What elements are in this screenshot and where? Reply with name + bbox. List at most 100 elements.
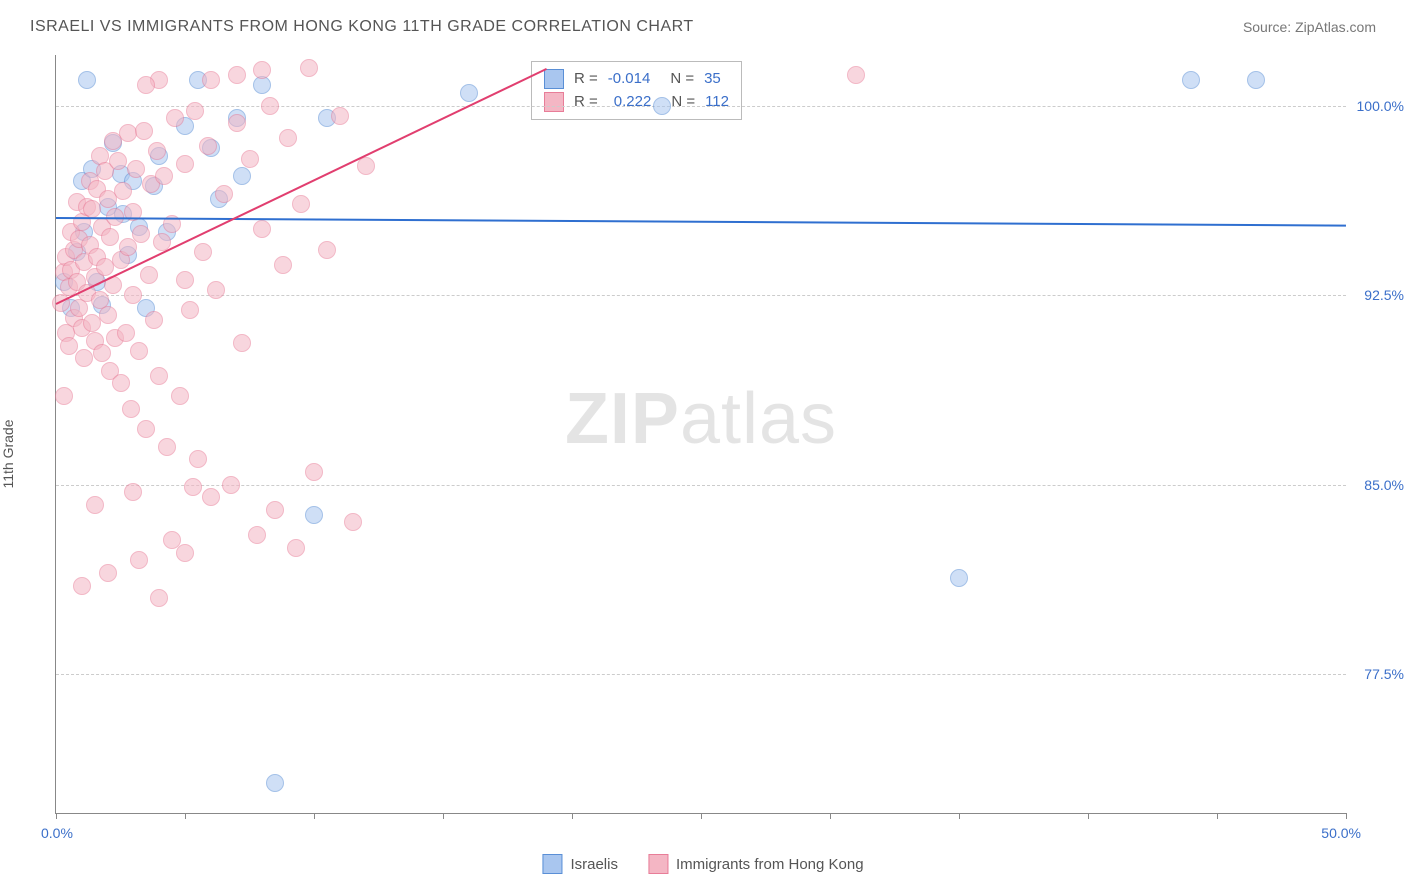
legend-swatch-pink [648, 854, 668, 874]
scatter-point-hongkong [292, 195, 310, 213]
legend-item-israelis: Israelis [542, 854, 618, 874]
scatter-point-israelis [950, 569, 968, 587]
stat-row-israelis: R = -0.014 N = 35 [544, 68, 729, 91]
y-tick-label: 92.5% [1364, 287, 1404, 303]
scatter-point-israelis [653, 97, 671, 115]
scatter-point-hongkong [101, 228, 119, 246]
scatter-point-hongkong [331, 107, 349, 125]
scatter-point-hongkong [158, 438, 176, 456]
gridline [56, 674, 1346, 675]
scatter-point-israelis [233, 167, 251, 185]
legend-label: Immigrants from Hong Kong [676, 856, 864, 873]
scatter-point-hongkong [137, 420, 155, 438]
x-tick [443, 813, 444, 819]
scatter-point-hongkong [109, 152, 127, 170]
scatter-point-hongkong [127, 160, 145, 178]
scatter-point-hongkong [155, 167, 173, 185]
scatter-point-hongkong [181, 301, 199, 319]
scatter-point-israelis [78, 71, 96, 89]
x-tick [1088, 813, 1089, 819]
scatter-point-hongkong [287, 539, 305, 557]
scatter-point-hongkong [145, 311, 163, 329]
scatter-point-hongkong [112, 374, 130, 392]
scatter-point-hongkong [124, 286, 142, 304]
scatter-point-hongkong [99, 564, 117, 582]
scatter-point-hongkong [122, 400, 140, 418]
scatter-point-hongkong [199, 137, 217, 155]
x-tick-min: 0.0% [41, 825, 73, 841]
watermark: ZIPatlas [565, 378, 837, 460]
scatter-point-hongkong [266, 501, 284, 519]
scatter-point-hongkong [75, 349, 93, 367]
scatter-point-hongkong [194, 243, 212, 261]
y-axis-label: 11th Grade [0, 419, 16, 488]
scatter-point-hongkong [86, 496, 104, 514]
scatter-point-hongkong [137, 76, 155, 94]
scatter-point-hongkong [228, 114, 246, 132]
scatter-point-hongkong [344, 513, 362, 531]
y-tick-label: 77.5% [1364, 666, 1404, 682]
scatter-point-hongkong [73, 577, 91, 595]
x-tick [830, 813, 831, 819]
scatter-point-hongkong [150, 589, 168, 607]
bottom-legend: Israelis Immigrants from Hong Kong [542, 854, 863, 874]
scatter-point-hongkong [357, 157, 375, 175]
scatter-point-hongkong [176, 544, 194, 562]
scatter-point-hongkong [83, 200, 101, 218]
x-tick [959, 813, 960, 819]
gridline [56, 295, 1346, 296]
scatter-point-hongkong [228, 66, 246, 84]
scatter-point-hongkong [207, 281, 225, 299]
scatter-point-hongkong [305, 463, 323, 481]
scatter-point-hongkong [117, 324, 135, 342]
legend-label: Israelis [570, 856, 618, 873]
x-tick [56, 813, 57, 819]
scatter-point-hongkong [135, 122, 153, 140]
scatter-point-hongkong [318, 241, 336, 259]
scatter-point-hongkong [300, 59, 318, 77]
scatter-point-israelis [1182, 71, 1200, 89]
x-tick [572, 813, 573, 819]
scatter-point-hongkong [124, 483, 142, 501]
plot-area: ZIPatlas R = -0.014 N = 35 R = 0.222 N =… [55, 55, 1346, 814]
scatter-point-hongkong [186, 102, 204, 120]
scatter-point-hongkong [233, 334, 251, 352]
scatter-point-hongkong [176, 271, 194, 289]
scatter-point-hongkong [171, 387, 189, 405]
chart-header: ISRAELI VS IMMIGRANTS FROM HONG KONG 11T… [30, 18, 1376, 36]
chart-title: ISRAELI VS IMMIGRANTS FROM HONG KONG 11T… [30, 18, 694, 36]
gridline [56, 485, 1346, 486]
scatter-point-hongkong [130, 342, 148, 360]
scatter-point-hongkong [132, 225, 150, 243]
scatter-point-hongkong [253, 220, 271, 238]
gridline [56, 106, 1346, 107]
trend-line-israelis [56, 217, 1346, 227]
scatter-point-israelis [460, 84, 478, 102]
scatter-point-hongkong [189, 450, 207, 468]
stat-swatch-pink [544, 92, 564, 112]
legend-swatch-blue [542, 854, 562, 874]
scatter-point-hongkong [55, 387, 73, 405]
stat-swatch-blue [544, 69, 564, 89]
scatter-point-hongkong [130, 551, 148, 569]
x-tick [314, 813, 315, 819]
scatter-point-hongkong [93, 344, 111, 362]
scatter-point-hongkong [99, 306, 117, 324]
scatter-point-hongkong [261, 97, 279, 115]
scatter-point-hongkong [279, 129, 297, 147]
scatter-point-hongkong [176, 155, 194, 173]
x-tick [1217, 813, 1218, 819]
y-tick-label: 85.0% [1364, 477, 1404, 493]
y-tick-label: 100.0% [1357, 98, 1404, 114]
x-tick-max: 50.0% [1321, 825, 1361, 841]
scatter-point-hongkong [184, 478, 202, 496]
scatter-point-hongkong [202, 488, 220, 506]
legend-item-hongkong: Immigrants from Hong Kong [648, 854, 864, 874]
scatter-point-hongkong [215, 185, 233, 203]
scatter-point-hongkong [253, 61, 271, 79]
x-tick [701, 813, 702, 819]
scatter-point-hongkong [148, 142, 166, 160]
correlation-legend-box: R = -0.014 N = 35 R = 0.222 N = 112 [531, 61, 742, 120]
scatter-point-israelis [266, 774, 284, 792]
scatter-point-hongkong [248, 526, 266, 544]
